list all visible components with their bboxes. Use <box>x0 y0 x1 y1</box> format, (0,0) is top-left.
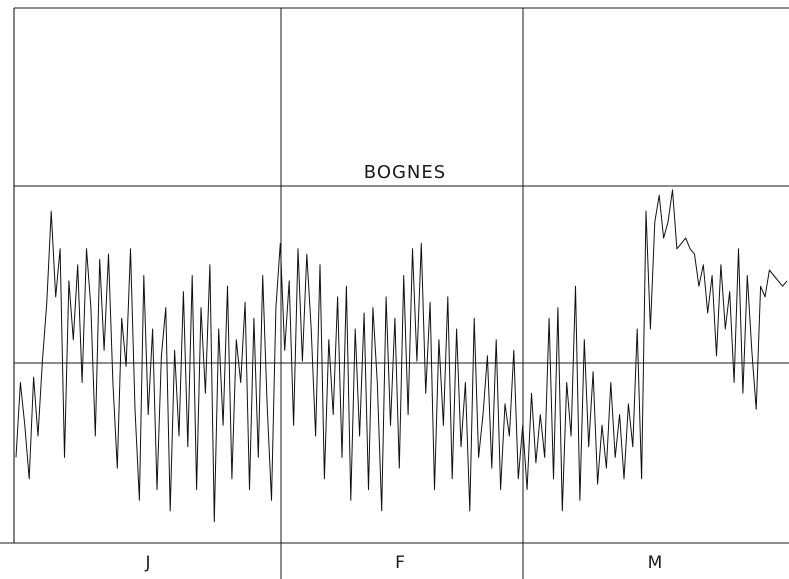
chart-grid <box>0 7 789 579</box>
month-label-f: F <box>395 553 405 573</box>
data-series-line <box>15 189 788 523</box>
month-label-j: J <box>144 553 150 573</box>
month-label-m: M <box>648 553 663 573</box>
chart-title: BOGNES <box>364 162 446 183</box>
